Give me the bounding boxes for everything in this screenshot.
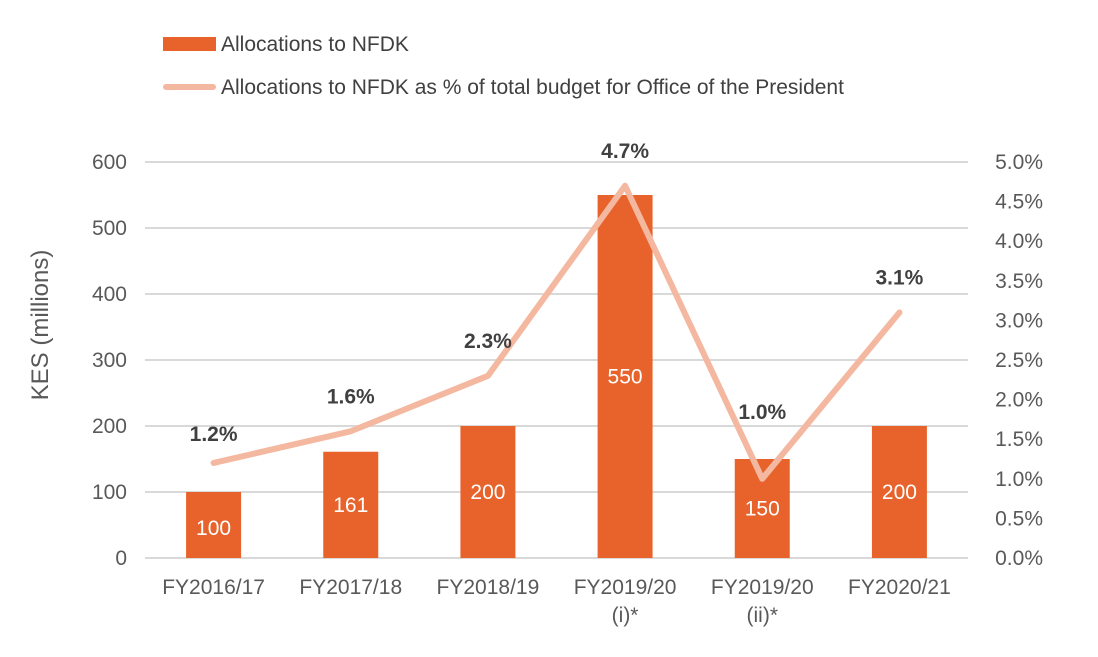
legend-swatch-bar bbox=[163, 37, 216, 51]
bar-value-label: 200 bbox=[470, 481, 505, 504]
x-tick-label: (ii)* bbox=[747, 604, 779, 627]
y-tick-label: 300 bbox=[92, 349, 127, 372]
x-tick-label: FY2018/19 bbox=[437, 576, 540, 599]
legend-label-bar: Allocations to NFDK bbox=[221, 33, 409, 56]
y2-tick-label: 4.0% bbox=[995, 230, 1043, 253]
y2-tick-label: 2.0% bbox=[995, 389, 1043, 412]
bar-value-label: 161 bbox=[333, 494, 368, 517]
line-value-label: 1.2% bbox=[190, 423, 238, 446]
y-tick-label: 400 bbox=[92, 283, 127, 306]
y-tick-label: 0 bbox=[115, 547, 127, 570]
bar-value-label: 200 bbox=[882, 481, 917, 504]
x-tick-label: FY2019/20 bbox=[711, 576, 814, 599]
bar-value-label: 550 bbox=[608, 366, 643, 389]
y2-tick-label: 1.0% bbox=[995, 468, 1043, 491]
percent-line bbox=[210, 182, 903, 482]
line-value-label: 1.0% bbox=[738, 401, 786, 424]
bar-series bbox=[186, 195, 927, 558]
bar bbox=[460, 426, 516, 558]
y2-tick-label: 0.5% bbox=[995, 507, 1043, 530]
x-tick-label: FY2020/21 bbox=[848, 576, 951, 599]
y-axis-title: KES (millions) bbox=[27, 250, 54, 401]
x-tick-label: FY2016/17 bbox=[162, 576, 265, 599]
line-series bbox=[210, 182, 903, 482]
legend: Allocations to NFDK Allocations to NFDK a… bbox=[163, 33, 844, 99]
x-tick-label: FY2017/18 bbox=[299, 576, 402, 599]
bar bbox=[323, 451, 379, 558]
bar bbox=[597, 195, 653, 558]
y2-tick-label: 3.5% bbox=[995, 270, 1043, 293]
bar bbox=[871, 426, 927, 558]
legend-label-line: Allocations to NFDK as % of total budget… bbox=[221, 76, 844, 99]
line-value-label: 1.6% bbox=[327, 385, 375, 408]
axes: 0 100 200 300 400 500 600 0.0% 0.5% 1.0% 1.5% 2.0% 2… bbox=[27, 151, 1043, 627]
bar-value-label: 150 bbox=[745, 498, 780, 521]
bar bbox=[186, 492, 242, 558]
y-tick-label: 500 bbox=[92, 217, 127, 240]
line-value-label: 4.7% bbox=[601, 140, 649, 163]
y-tick-label: 200 bbox=[92, 415, 127, 438]
y2-tick-label: 2.5% bbox=[995, 349, 1043, 372]
y-tick-label: 600 bbox=[92, 151, 127, 174]
y2-tick-label: 3.0% bbox=[995, 309, 1043, 332]
line-value-label: 3.1% bbox=[875, 266, 923, 289]
y-tick-label: 100 bbox=[92, 481, 127, 504]
x-tick-label: FY2019/20 bbox=[574, 576, 677, 599]
bar-value-label: 100 bbox=[196, 517, 231, 540]
x-tick-label: (i)* bbox=[612, 604, 639, 627]
y2-tick-label: 5.0% bbox=[995, 151, 1043, 174]
line-value-label: 2.3% bbox=[464, 330, 512, 353]
gridlines bbox=[145, 161, 968, 559]
y2-tick-label: 1.5% bbox=[995, 428, 1043, 451]
y2-tick-label: 0.0% bbox=[995, 547, 1043, 570]
y2-tick-label: 4.5% bbox=[995, 191, 1043, 214]
data-labels: 100 161 200 550 150 200 1.2% 1.6% 2.3% 4.7% 1.0% 3.… bbox=[190, 140, 924, 540]
